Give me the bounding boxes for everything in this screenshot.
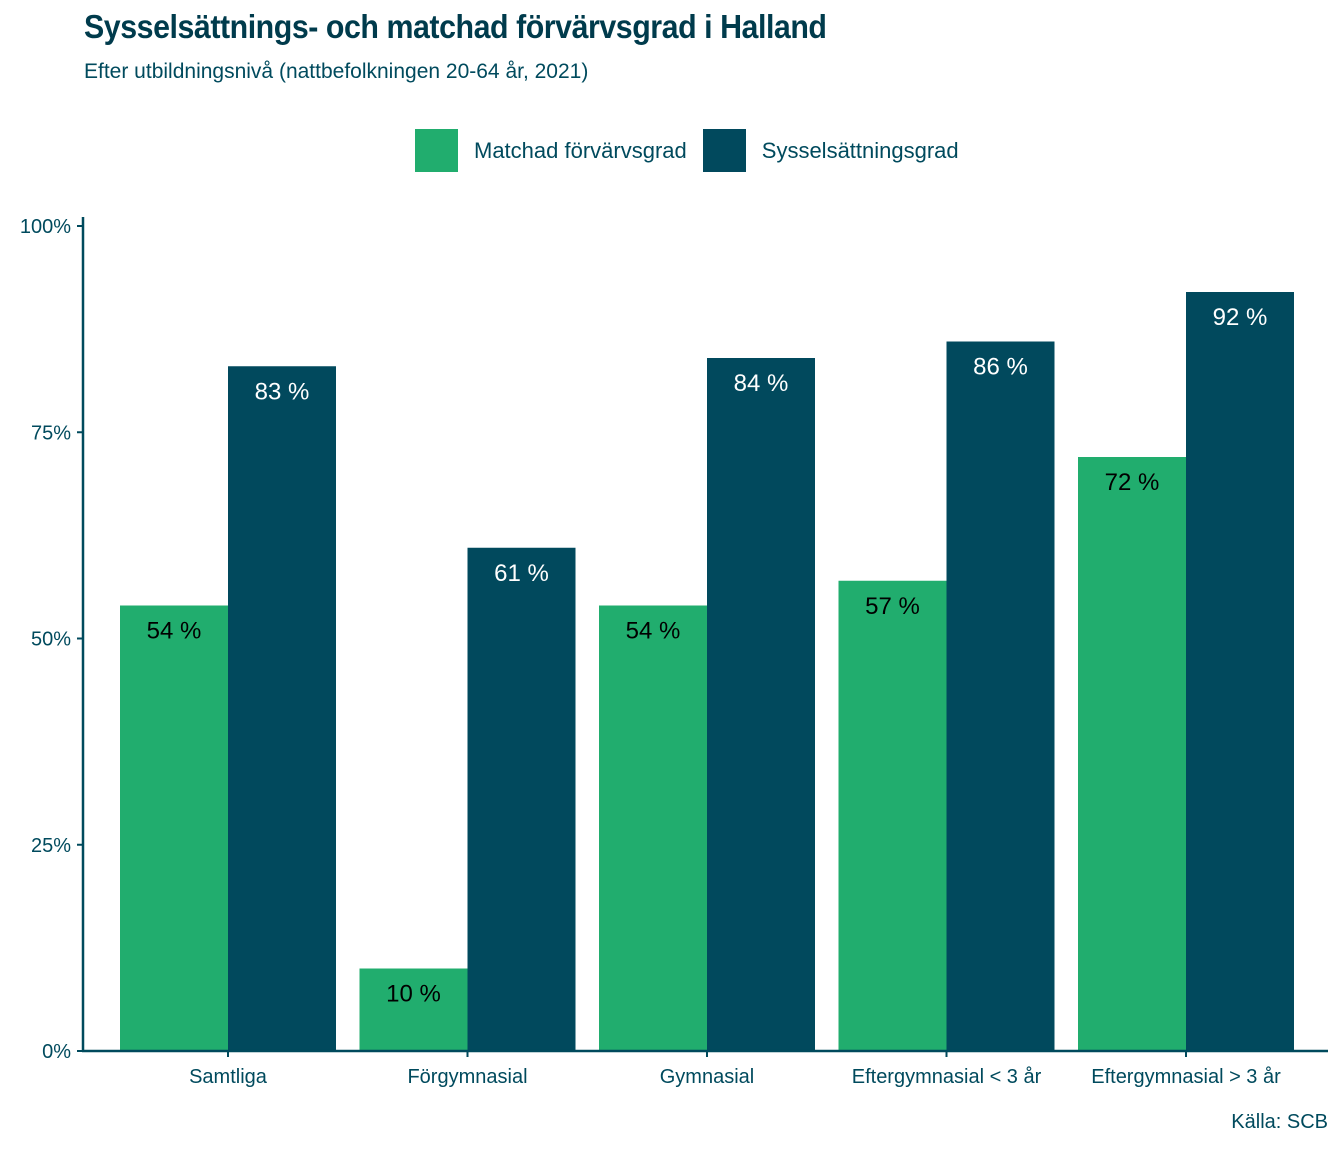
y-tick-label-4: 100% xyxy=(20,216,71,238)
bar-matchad-3 xyxy=(838,580,947,1051)
data-label-syssel-3: 86 % xyxy=(973,354,1028,381)
data-label-syssel-4: 92 % xyxy=(1213,304,1268,331)
bar-syssel-0 xyxy=(228,366,336,1051)
data-label-matchad-2: 54 % xyxy=(626,618,681,645)
x-tick-label-0: Samtliga xyxy=(189,1066,268,1088)
y-tick-label-3: 75% xyxy=(31,422,71,444)
y-tick-label-2: 50% xyxy=(31,629,71,651)
legend-item-matchad: Matchad förvärvsgrad xyxy=(415,129,687,172)
bar-matchad-0 xyxy=(120,605,228,1051)
y-tick-label-1: 25% xyxy=(31,835,71,857)
bar-syssel-4 xyxy=(1186,292,1294,1051)
bar-matchad-1 xyxy=(359,968,468,1051)
data-label-syssel-1: 61 % xyxy=(494,560,549,587)
chart-title: Sysselsättnings- och matchad förvärvsgra… xyxy=(84,8,827,45)
y-tick-label-0: 0% xyxy=(42,1041,71,1063)
legend-swatch-matchad xyxy=(415,129,458,172)
data-label-matchad-4: 72 % xyxy=(1105,469,1160,496)
bar-matchad-4 xyxy=(1078,457,1186,1051)
x-tick-label-3: Eftergymnasial < 3 år xyxy=(852,1066,1042,1088)
x-tick-label-4: Eftergymnasial > 3 år xyxy=(1091,1066,1281,1088)
data-label-syssel-2: 84 % xyxy=(734,370,789,397)
legend-label-matchad: Matchad förvärvsgrad xyxy=(474,137,687,163)
bar-matchad-2 xyxy=(599,605,707,1051)
data-label-matchad-0: 54 % xyxy=(147,618,202,645)
bar-syssel-2 xyxy=(707,358,815,1051)
chart-subtitle: Efter utbildningsnivå (nattbefolkningen … xyxy=(84,60,589,83)
x-tick-label-2: Gymnasial xyxy=(660,1066,754,1088)
source-note: Källa: SCB xyxy=(1231,1111,1328,1133)
bar-syssel-1 xyxy=(467,547,576,1051)
legend-swatch-syssel xyxy=(702,129,746,172)
legend: Matchad förvärvsgrad Sysselsättningsgrad xyxy=(415,129,975,172)
legend-label-syssel: Sysselsättningsgrad xyxy=(761,137,959,163)
data-label-matchad-3: 57 % xyxy=(865,593,920,620)
x-tick-label-1: Förgymnasial xyxy=(407,1066,527,1088)
data-label-matchad-1: 10 % xyxy=(386,981,441,1008)
legend-item-syssel: Sysselsättningsgrad xyxy=(702,129,959,172)
data-label-syssel-0: 83 % xyxy=(255,378,310,405)
bar-syssel-3 xyxy=(946,341,1055,1051)
